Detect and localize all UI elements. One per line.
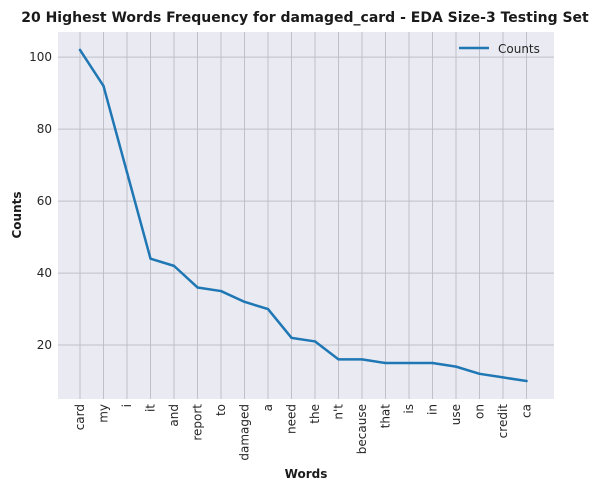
y-axis-label: Counts [10,191,24,238]
x-tick-label: credit [496,404,510,439]
x-tick-label: because [355,404,369,454]
data-point [360,358,364,361]
x-tick-label: report [191,404,205,441]
data-point [431,361,434,365]
data-point [525,379,528,383]
x-tick-label: on [473,404,487,419]
x-tick-label: i [120,404,134,407]
data-point [478,372,481,376]
x-tick-label: damaged [238,404,252,461]
data-point [501,376,505,379]
legend: Counts [459,42,540,56]
x-tick-label: and [167,404,181,427]
x-tick-label: to [214,404,228,416]
x-tick-label: need [285,404,299,434]
x-tick-label: use [449,404,463,425]
x-tick-label: card [73,404,87,430]
data-point [266,307,270,311]
series-line-counts [78,48,528,383]
chart-title: 20 Highest Words Frequency for damaged_c… [21,10,589,26]
y-tick-label: 20 [37,338,52,352]
x-tick-label: it [144,404,158,412]
x-tick-label: my [97,404,111,423]
x-tick-label: n't [332,404,346,420]
x-tick-label: that [379,404,393,429]
x-tick-label: ca [520,404,534,418]
y-tick-label: 60 [37,194,52,208]
grid [58,32,554,399]
x-tick-label: a [261,404,275,411]
data-point [290,336,293,340]
y-tick-label: 100 [29,50,52,64]
data-point [384,361,387,365]
data-point [78,48,82,52]
y-tick-label: 80 [37,122,52,136]
y-tick-label: 40 [37,266,52,280]
data-point [196,286,199,289]
plot-area [58,32,554,399]
data-point [125,171,129,174]
series-group [78,48,528,383]
data-point [337,358,340,361]
x-tick-label: is [402,404,416,414]
y-axis-ticks: 20 40 60 80 100 [29,50,52,352]
data-point [149,257,152,260]
data-point [102,84,105,88]
data-point [454,365,458,368]
data-point [243,300,246,304]
x-tick-label: the [308,404,322,424]
data-point [219,289,223,293]
legend-label: Counts [498,42,540,56]
data-point [407,361,411,365]
x-tick-label: in [426,404,440,415]
data-point [313,340,317,343]
x-axis-label: Words [285,467,328,481]
data-point [172,264,176,268]
x-axis-ticks: card my i it and report to damaged a need the n't be… [73,404,534,461]
